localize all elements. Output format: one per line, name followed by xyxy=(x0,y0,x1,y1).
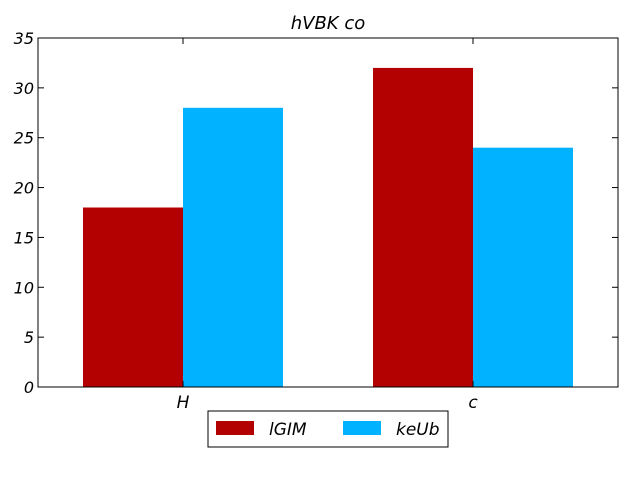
y-tick-label-7: 30 xyxy=(14,79,34,98)
legend-label-series-1: lGIM xyxy=(269,420,307,440)
y-tick-label-8: 35 xyxy=(14,29,34,48)
legend-swatch-series-2 xyxy=(343,421,381,435)
y-tick-label-4: 15 xyxy=(14,228,34,247)
legend: lGIM keUb xyxy=(208,411,448,447)
y-tick-label-2: 5 xyxy=(24,328,34,347)
bar-1-1 xyxy=(83,208,183,387)
bar-2-2 xyxy=(473,148,573,387)
x-tick-label-1: H xyxy=(177,393,190,413)
y-tick-label-1: 0 xyxy=(24,378,34,397)
legend-label-series-2: keUb xyxy=(396,420,440,440)
bar-1-2 xyxy=(373,68,473,387)
bars-layer xyxy=(83,68,573,387)
legend-swatch-series-1 xyxy=(216,421,254,435)
y-tick-label-3: 10 xyxy=(14,278,34,297)
y-tick-label-5: 20 xyxy=(14,179,34,198)
chart-title: hVBK co xyxy=(291,13,366,34)
bar-2-1 xyxy=(183,108,283,387)
x-tick-label-2: c xyxy=(468,393,478,413)
y-tick-label-6: 25 xyxy=(14,129,34,148)
